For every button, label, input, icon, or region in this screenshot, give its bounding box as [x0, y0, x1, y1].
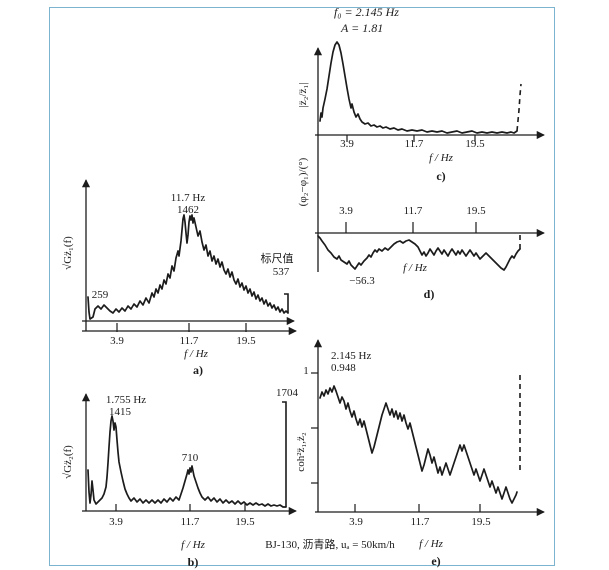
- panel-b-second-peak-value: 710: [181, 452, 199, 464]
- panel-c-curve: [319, 41, 518, 134]
- panel-b-curve: [87, 415, 287, 508]
- panel-b-peak-value: 1415: [109, 406, 131, 418]
- panel-c-dashed-spike: [516, 83, 522, 132]
- panel-d-label: d): [423, 287, 435, 301]
- panel-a-scale-bracket: [284, 293, 289, 313]
- panel-d-min-value: −56.3: [349, 275, 375, 287]
- panel-c-tick-19-5: 19.5: [465, 138, 485, 150]
- panel-d-tick-3-9: 3.9: [339, 205, 353, 217]
- panel-e-xlabel: f / Hz: [419, 538, 443, 550]
- panel-b-end-spike: [282, 401, 287, 507]
- panel-a-axes: [81, 179, 297, 336]
- panel-b-tick-19-5: 19.5: [235, 516, 255, 528]
- panel-a-tick-3-9: 3.9: [110, 335, 124, 347]
- panel-a-tick-19-5: 19.5: [236, 335, 256, 347]
- panel-a-curve: [87, 214, 289, 320]
- panel-a-scale-label: 标尺值: [260, 253, 294, 265]
- panel-a-start-value: 259: [91, 289, 109, 301]
- panel-c-tick-3-9: 3.9: [340, 138, 354, 150]
- figure-border-frame: [49, 7, 555, 566]
- panel-e-tick-3-9: 3.9: [349, 516, 363, 528]
- panel-c-ylabel: |z̈₂/z̈₁|: [297, 82, 310, 108]
- panel-cd-axes: [313, 47, 545, 272]
- panel-e-peak-freq: 2.145 Hz: [331, 350, 372, 362]
- panel-d-tick-19-5: 19.5: [466, 205, 486, 217]
- panel-e-tick-19-5: 19.5: [471, 516, 491, 528]
- figure-caption: BJ-130, 沥青路, uₐ = 50km/h: [265, 539, 395, 551]
- panel-e-axes: [311, 339, 545, 517]
- panel-a-ylabel: √Gz̈₁(f): [62, 236, 75, 270]
- panel-c-f0-annotation: f₀ = 2.145 Hz: [334, 5, 399, 19]
- panel-e-curve: [319, 385, 518, 504]
- panel-a-peak-freq: 11.7 Hz: [170, 192, 206, 204]
- panel-e-label: e): [431, 554, 441, 568]
- panel-b-tick-11-7: 11.7: [180, 516, 200, 528]
- panel-e-peak-value: 0.948: [331, 362, 356, 374]
- panel-b-peak-freq: 1.755 Hz: [105, 394, 147, 406]
- panel-e-ylabel: coh²z̈₁,z̈₂: [295, 432, 308, 472]
- panel-c-amp-annotation: A = 1.81: [341, 21, 384, 35]
- panel-a-label: a): [193, 363, 203, 377]
- panel-e-ytick-one: 1: [303, 365, 309, 377]
- panel-b-end-value: 1704: [276, 387, 298, 399]
- panel-d-ylabel: (φ₂−φ₁)/(°): [297, 157, 310, 207]
- panel-d-curve: [317, 235, 521, 271]
- panel-b-ylabel: √Gz̈₂(f): [62, 445, 75, 479]
- panel-b-axes: [81, 393, 297, 516]
- panel-a-scale-value: 537: [272, 266, 290, 278]
- panel-b-label: b): [187, 555, 199, 569]
- panel-c-label: c): [436, 169, 446, 183]
- panel-c-xlabel: f / Hz: [429, 152, 453, 164]
- panel-d-tick-11-7: 11.7: [403, 205, 423, 217]
- panel-d-xlabel: f / Hz: [403, 262, 427, 274]
- panel-a-peak-value: 1462: [177, 204, 199, 216]
- panel-e-tick-11-7: 11.7: [410, 516, 430, 528]
- panel-c-tick-11-7: 11.7: [404, 138, 424, 150]
- panel-b-tick-3-9: 3.9: [109, 516, 123, 528]
- panel-b-xlabel: f / Hz: [181, 539, 205, 551]
- panel-a-xlabel: f / Hz: [184, 348, 208, 360]
- panel-a-tick-11-7: 11.7: [179, 335, 199, 347]
